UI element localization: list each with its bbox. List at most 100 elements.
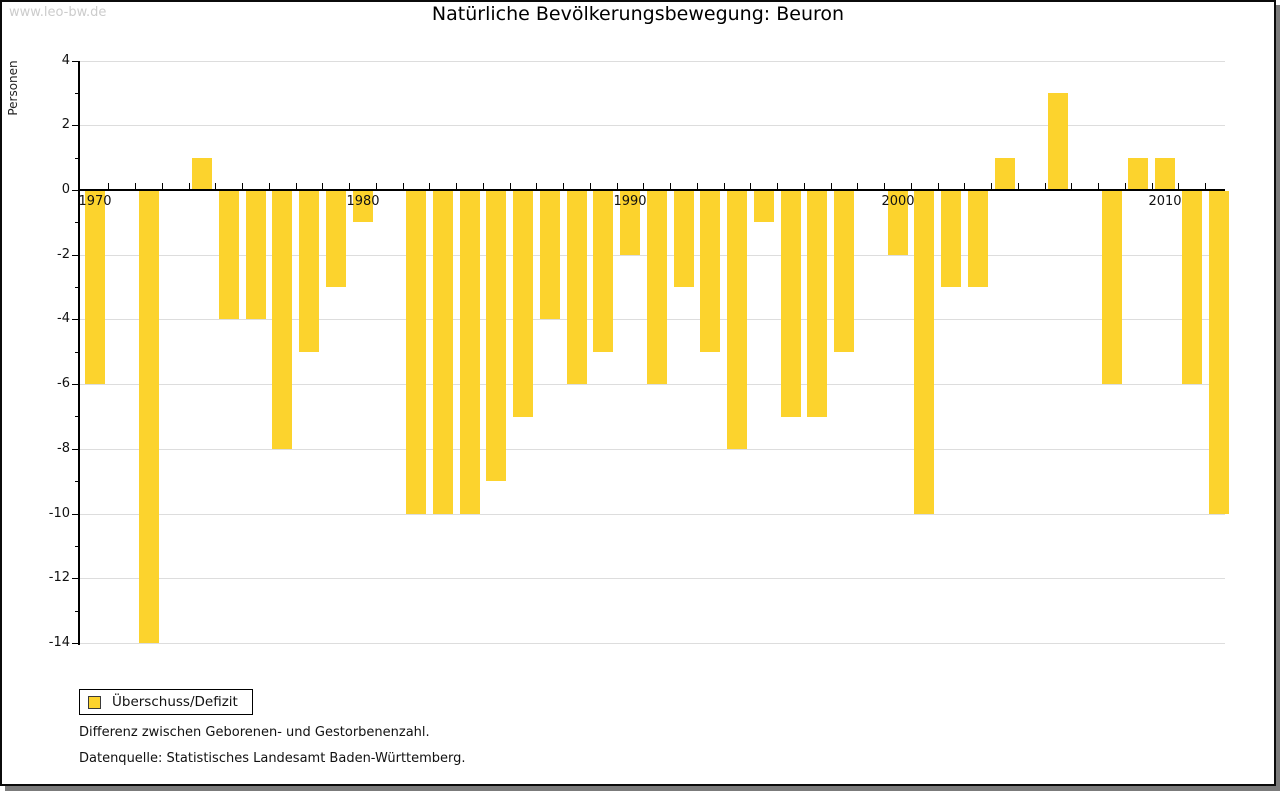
bar-1976: [245, 191, 266, 320]
y-axis-label--14: -14: [48, 635, 70, 650]
bar-1988: [566, 191, 587, 385]
y-axis-label-2: 2: [61, 117, 70, 132]
y-tick--6: [72, 384, 80, 385]
y-tick--10: [72, 514, 80, 515]
x-tick-1977: [295, 183, 297, 189]
x-tick-1989: [616, 183, 618, 189]
bar-1989: [593, 191, 614, 352]
bar-1986: [513, 191, 533, 417]
x-axis-label-2000: 2000: [881, 194, 915, 209]
bar-1983: [432, 191, 453, 514]
y-tick-2: [72, 125, 80, 126]
bar-2004: [994, 157, 1015, 190]
x-tick-1998: [857, 183, 859, 189]
bar-1974: [192, 157, 212, 190]
bar-1970: [85, 191, 105, 385]
bar-1994: [727, 191, 747, 449]
gridline-2: [80, 125, 1225, 126]
legend-box: Überschuss/Defizit: [79, 689, 253, 715]
y-axis-label--8: -8: [57, 441, 70, 456]
x-axis-zero-line: [78, 189, 1225, 191]
bar-2010: [1155, 157, 1175, 190]
x-tick-1982: [429, 183, 431, 189]
watermark: www.leo-bw.de: [9, 5, 107, 20]
x-tick-2009: [1151, 183, 1153, 189]
x-tick-1978: [322, 183, 324, 189]
x-tick-1992: [696, 183, 698, 189]
bar-2009: [1128, 157, 1149, 190]
y-tick--12: [72, 578, 80, 579]
bar-2012: [1208, 191, 1229, 514]
bar-2006: [1048, 92, 1068, 189]
x-tick-1991: [670, 183, 672, 189]
x-tick-2008: [1124, 183, 1126, 189]
y-axis-label-4: 4: [61, 53, 70, 68]
bar-1992: [673, 191, 694, 288]
x-tick-1997: [830, 183, 832, 189]
gridline-4: [80, 61, 1225, 62]
x-tick-1987: [563, 183, 565, 189]
x-tick-1980: [375, 183, 377, 189]
y-axis-label-0: 0: [61, 182, 70, 197]
bar-1982: [406, 191, 426, 514]
bar-1995: [753, 191, 774, 223]
gridline--12: [80, 578, 1225, 579]
y-tick-3: [75, 93, 80, 94]
x-tick-2003: [991, 183, 993, 189]
x-axis-label-1970: 1970: [78, 194, 112, 209]
y-tick--1: [75, 222, 80, 223]
x-tick-2011: [1205, 183, 1207, 189]
frame-shadow-right: [1276, 5, 1280, 791]
x-tick-1994: [750, 183, 752, 189]
x-tick-1974: [215, 183, 217, 189]
frame-shadow-bottom: [5, 786, 1276, 791]
x-tick-2001: [937, 183, 939, 189]
y-tick-4: [72, 61, 80, 62]
y-tick--3: [75, 287, 80, 288]
x-tick-1970: [108, 183, 110, 189]
gridline--14: [80, 643, 1225, 644]
x-axis-label-1990: 1990: [613, 194, 647, 209]
bar-1979: [325, 191, 346, 288]
x-tick-2002: [964, 183, 966, 189]
bar-2000: [887, 191, 908, 255]
footnote-datasource: Datenquelle: Statistisches Landesamt Bad…: [79, 751, 466, 766]
x-tick-1983: [456, 183, 458, 189]
x-tick-1971: [135, 183, 137, 189]
x-tick-1988: [589, 183, 591, 189]
x-tick-1985: [509, 183, 511, 189]
x-tick-2006: [1071, 183, 1073, 189]
x-tick-1999: [884, 183, 886, 189]
y-tick--9: [75, 481, 80, 482]
gridline--6: [80, 384, 1225, 385]
footnote-difference: Differenz zwischen Geborenen- und Gestor…: [79, 725, 430, 740]
x-tick-1995: [777, 183, 779, 189]
bar-1978: [299, 191, 319, 352]
x-axis-label-2010: 2010: [1148, 194, 1182, 209]
y-axis-label--2: -2: [57, 247, 70, 262]
bar-1975: [218, 191, 239, 320]
x-tick-2010: [1178, 183, 1180, 189]
x-axis-label-1980: 1980: [346, 194, 380, 209]
legend-label: Überschuss/Defizit: [112, 694, 238, 710]
y-axis-line: [78, 61, 80, 645]
y-tick-1: [75, 158, 80, 159]
bar-1977: [272, 191, 293, 449]
x-tick-2000: [910, 183, 912, 189]
y-axis-label--4: -4: [57, 311, 70, 326]
y-tick--11: [75, 546, 80, 547]
legend-swatch-icon: [88, 695, 101, 709]
y-tick--7: [75, 416, 80, 417]
bar-2011: [1181, 191, 1202, 385]
y-axis-label--6: -6: [57, 376, 70, 391]
bar-2002: [941, 191, 961, 288]
x-tick-1975: [242, 183, 244, 189]
x-tick-2007: [1098, 183, 1100, 189]
y-tick--13: [75, 611, 80, 612]
x-tick-1979: [349, 183, 351, 189]
bar-1972: [138, 191, 159, 643]
gridline--8: [80, 449, 1225, 450]
bar-1998: [834, 191, 854, 352]
bar-1987: [539, 191, 560, 320]
